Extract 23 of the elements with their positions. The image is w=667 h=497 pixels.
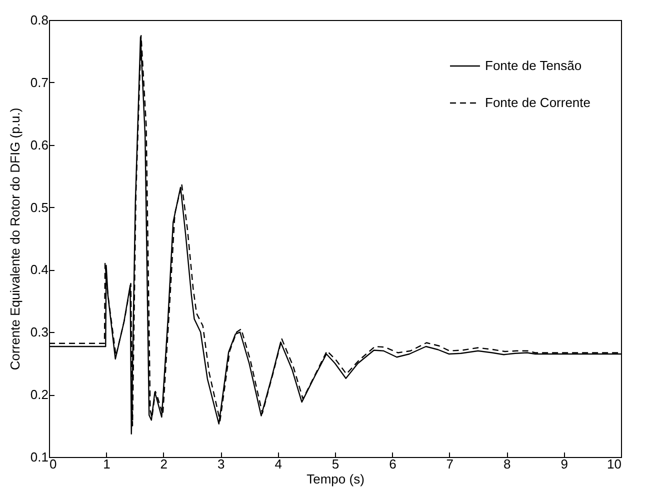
x-tick-label: 3 bbox=[217, 456, 225, 472]
y-tick-label: 0.8 bbox=[30, 12, 48, 28]
y-tick-label: 0.4 bbox=[30, 262, 48, 278]
x-tick-label: 8 bbox=[503, 456, 511, 472]
x-tick-label: 9 bbox=[560, 456, 568, 472]
x-tick-label: 6 bbox=[389, 456, 396, 472]
legend-label: Fonte de Corrente bbox=[485, 95, 591, 110]
x-tick-label: 7 bbox=[446, 456, 454, 472]
y-tick-label: 0.7 bbox=[30, 74, 48, 90]
y-axis-title: Corrente Equivalente do Rotor do DFIG (p.u.) bbox=[7, 108, 22, 370]
y-tick-label: 0.5 bbox=[30, 200, 48, 215]
y-tick-label: 0.1 bbox=[30, 450, 48, 464]
y-tick-label: 0.3 bbox=[30, 324, 48, 340]
x-tick-label: 2 bbox=[160, 456, 168, 472]
x-tick-label: 10 bbox=[607, 456, 622, 472]
x-tick-label: 0 bbox=[50, 456, 57, 472]
y-tick-label: 0.6 bbox=[30, 137, 48, 152]
x-tick-label: 1 bbox=[103, 456, 110, 472]
legend-label: Fonte de Tensão bbox=[485, 58, 582, 73]
x-tick-label: 4 bbox=[274, 456, 282, 472]
x-axis-title: Tempo (s) bbox=[306, 472, 364, 486]
y-tick-label: 0.2 bbox=[30, 387, 48, 402]
x-tick-label: 5 bbox=[332, 456, 340, 472]
